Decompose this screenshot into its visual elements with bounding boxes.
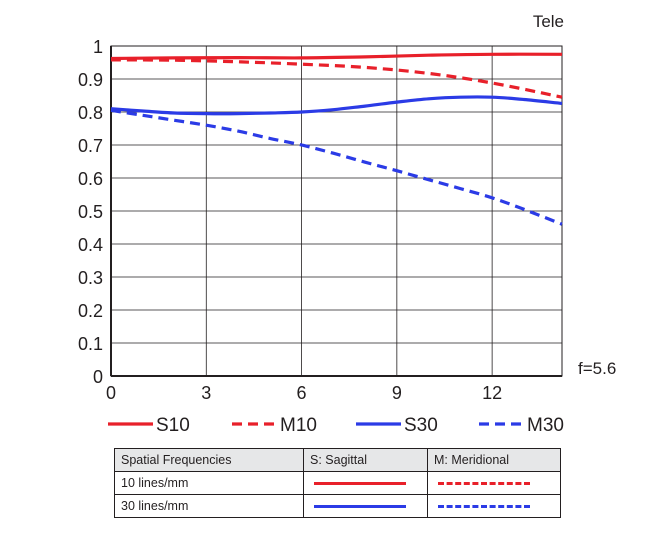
- table-header-cell: Spatial Frequencies: [114, 448, 304, 472]
- y-tick-label: 0.1: [78, 334, 103, 354]
- legend-label-s30: S30: [404, 415, 438, 436]
- x-tick-label: 12: [482, 383, 502, 403]
- y-tick-label: 0.4: [78, 235, 103, 255]
- y-tick-label: 0.6: [78, 169, 103, 189]
- legend-label-s10: S10: [156, 415, 190, 436]
- series-line-m10: [110, 58, 563, 99]
- table-cell-sagittal-swatch: [303, 471, 428, 495]
- y-tick-label: 0.2: [78, 301, 103, 321]
- table-row-label: 10 lines/mm: [114, 471, 304, 495]
- series-line-m30: [110, 108, 563, 226]
- y-tick-label: 0.3: [78, 268, 103, 288]
- series-line-s10: [110, 52, 563, 61]
- y-tick-label: 0.9: [78, 70, 103, 90]
- x-tick-label: 9: [392, 383, 402, 403]
- table-cell-meridional-swatch: [427, 494, 561, 518]
- table-row: 30 lines/mm: [114, 494, 561, 518]
- y-tick-label: 0.8: [78, 103, 103, 123]
- table-cell-meridional-swatch: [427, 471, 561, 495]
- grid: [111, 45, 562, 376]
- table-header-cell: M: Meridional: [427, 448, 561, 472]
- tick-labels: 0 0.1 0.2 0.3 0.4 0.5 0.6 0.7 0.8 0.9 1 0 3 6 9 12: [78, 37, 502, 403]
- corner-label: Tele: [533, 12, 564, 31]
- y-tick-label: 0.5: [78, 202, 103, 222]
- axes: [110, 45, 563, 377]
- legend: S10 M10 S30 M30: [108, 415, 564, 436]
- aperture-label: f=5.6: [578, 359, 616, 378]
- series-lines: [110, 52, 563, 226]
- y-tick-label: 0: [93, 367, 103, 387]
- m10-line-swatch: [438, 481, 530, 485]
- table-row: 10 lines/mm: [114, 471, 561, 495]
- s10-line-swatch: [314, 481, 406, 485]
- table-header-row: Spatial Frequencies S: Sagittal M: Merid…: [114, 448, 561, 472]
- y-tick-label: 0.7: [78, 136, 103, 156]
- table-row-label: 30 lines/mm: [114, 494, 304, 518]
- x-tick-label: 0: [106, 383, 116, 403]
- m30-line-swatch: [438, 504, 530, 508]
- x-tick-label: 6: [297, 383, 307, 403]
- series-line-s30: [110, 95, 563, 116]
- legend-label-m30: M30: [527, 415, 564, 436]
- s30-line-swatch: [314, 504, 406, 508]
- table-cell-sagittal-swatch: [303, 494, 428, 518]
- x-tick-label: 3: [201, 383, 211, 403]
- y-tick-label: 1: [93, 37, 103, 57]
- table-header-cell: S: Sagittal: [303, 448, 428, 472]
- legend-label-m10: M10: [280, 415, 317, 436]
- spatial-frequency-table: Spatial Frequencies S: Sagittal M: Merid…: [114, 448, 561, 518]
